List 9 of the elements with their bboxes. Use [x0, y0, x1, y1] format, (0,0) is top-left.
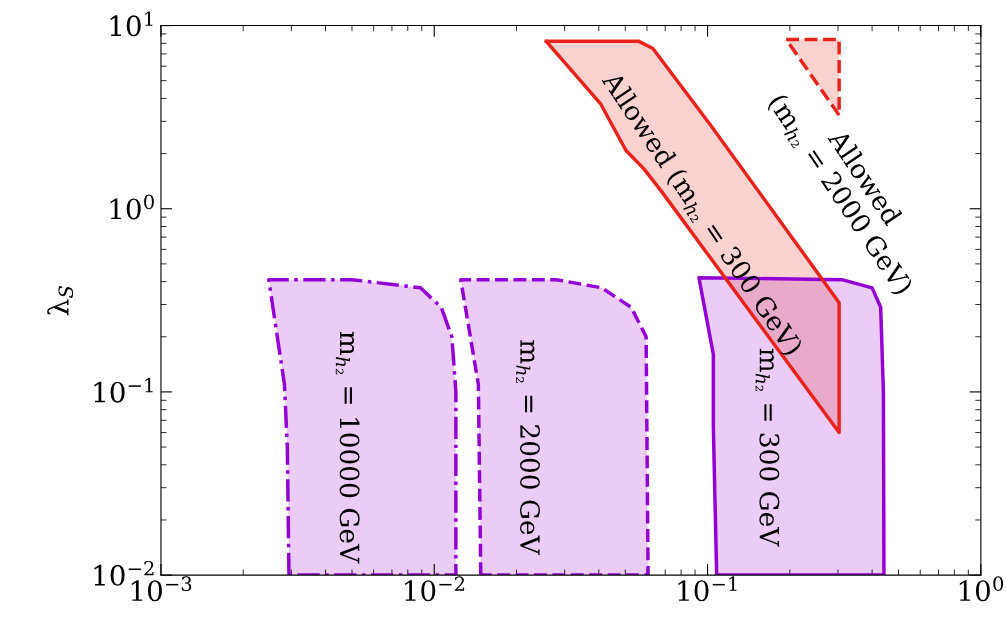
x-tick-label: 10$^{−2}$ [405, 576, 465, 602]
x-tick-label: 10$^{0}$ [959, 576, 1004, 602]
y-tick-label: 10$^{0}$ [110, 194, 154, 220]
x-tick-label: 10$^{−1}$ [678, 576, 737, 602]
y-tick-label: 10$^{1}$ [110, 11, 153, 37]
y-tick-label: 10$^{−1}$ [94, 377, 153, 403]
annotation: m$_{h₂}$ = 2000 GeV [516, 340, 540, 556]
y-axis-title: λ$_{S}$ [47, 286, 74, 316]
annotation: m$_{h₂}$ = 10000 GeV [335, 331, 360, 564]
